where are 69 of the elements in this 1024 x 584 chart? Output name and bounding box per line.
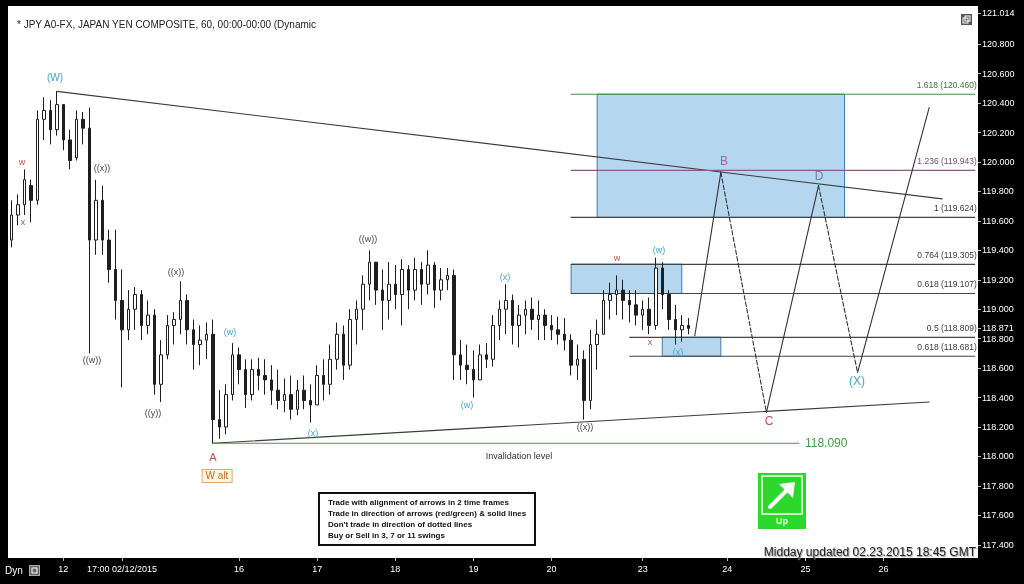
y-tick-label: 117.400 — [982, 539, 1014, 550]
annotation: ((x)) — [576, 421, 594, 433]
series-label: 0.5 (118.809) — [926, 322, 977, 333]
series-label: 0.618 (119.107) — [917, 278, 977, 289]
y-tick-label: 119.600 — [982, 215, 1014, 226]
annotation: (x) — [499, 271, 511, 283]
annotation: (w) — [223, 326, 237, 338]
annotation: ((y)) — [144, 407, 162, 419]
y-tick-label: 118.600 — [982, 363, 1014, 374]
y-tick-label: 117.800 — [982, 480, 1014, 491]
y-tick-label: 121.014 — [982, 7, 1015, 18]
badge: Up — [758, 473, 806, 529]
y-tick-label: 118.400 — [982, 392, 1014, 403]
annotation: ((w)) — [358, 233, 378, 245]
y-tick-label: 118.800 — [982, 333, 1014, 344]
x-tick-label: 24 — [722, 563, 733, 574]
annotation: Invalidation level — [485, 450, 553, 462]
series-label: 0.764 (119.305) — [917, 249, 977, 260]
annotation: w — [613, 252, 621, 264]
x-tick-label: 20 — [546, 563, 557, 574]
annotation: D — [814, 169, 824, 183]
series-label: 0.618 (118.681) — [917, 341, 977, 352]
annotation: ((x)) — [167, 266, 185, 278]
series-label: 118.090 — [804, 436, 848, 451]
annotation: ((x)) — [93, 162, 111, 174]
y-tick-label: 120.200 — [982, 127, 1015, 138]
y-tick-label: 120.000 — [982, 157, 1015, 168]
annotation: B — [719, 154, 729, 168]
annotation: w — [18, 156, 26, 168]
y-tick-label: 119.200 — [982, 274, 1014, 285]
x-tick-label: 17:00 02/12/2015 — [86, 563, 157, 574]
annotation: (W) — [46, 72, 64, 84]
y-tick-label: 120.800 — [982, 39, 1015, 50]
x-tick-label: 23 — [637, 563, 648, 574]
x-tick-label: 18 — [390, 563, 401, 574]
y-tick-label: 119.400 — [982, 245, 1014, 256]
y-tick-label: 120.400 — [982, 98, 1015, 109]
annotation: W alt — [201, 469, 233, 483]
x-tick-label: 12 — [58, 563, 69, 574]
annotation: C — [764, 414, 774, 428]
annotation: x — [20, 216, 26, 228]
y-tick-label: 119.800 — [982, 186, 1014, 197]
annotation: Up — [775, 516, 789, 527]
x-tick-label: 16 — [234, 563, 245, 574]
annotation: (w) — [460, 399, 474, 411]
y-tick-label: 118.000 — [982, 451, 1014, 462]
annotation: (x) — [672, 346, 684, 358]
annotation: (X) — [849, 374, 865, 388]
y-tick-label: 117.600 — [982, 510, 1014, 521]
y-tick-label: 118.871 — [982, 323, 1014, 334]
annotation: Trade with alignment of arrows in 2 time frames Trade in direction of arrows (red/green) & solid lines Don't trade in direction of dotted lines Buy or Sell in 3, 7 or 11 swings — [318, 492, 537, 546]
x-tick-label: 17 — [312, 563, 323, 574]
y-tick-label: 118.200 — [982, 421, 1014, 432]
annotation: A — [209, 450, 217, 464]
series-label: 1 (119.624) — [933, 202, 977, 213]
text: Dyn — [5, 565, 23, 576]
annotation: Midday updated 02.23.2015 18:45 GMT — [763, 545, 976, 559]
x-tick-label: 25 — [800, 563, 811, 574]
y-tick-label: 119.000 — [982, 304, 1014, 315]
series-label: 1.618 (120.460) — [916, 79, 977, 90]
x-tick-label: 26 — [878, 563, 889, 574]
series-label: 1.236 (119.943) — [917, 155, 977, 166]
text: * JPY A0-FX, JAPAN YEN COMPOSITE, 60, 00:00-00:00 (Dynamic — [17, 18, 317, 30]
annotation: (w) — [652, 244, 666, 256]
annotation: ((w)) — [82, 354, 102, 366]
annotation: x — [647, 336, 653, 348]
x-tick-label: 19 — [468, 563, 479, 574]
y-tick-label: 120.600 — [982, 68, 1015, 79]
annotation: (x) — [307, 427, 319, 439]
